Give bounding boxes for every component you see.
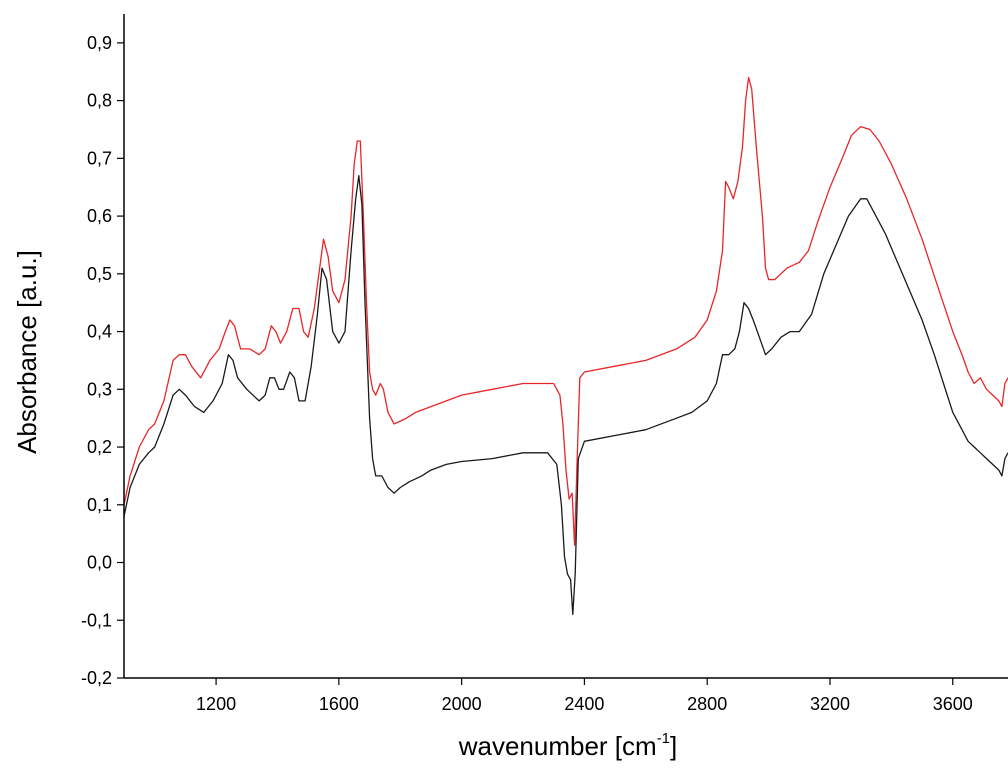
y-tick-label: -0,2 [81, 668, 112, 688]
x-tick-label: 3600 [933, 694, 973, 714]
y-tick-label: 0,8 [87, 91, 112, 111]
y-tick-label: 0,4 [87, 322, 112, 342]
y-tick-label: 0,7 [87, 148, 112, 168]
y-tick-label: 0,5 [87, 264, 112, 284]
y-tick-label: 0,1 [87, 495, 112, 515]
series-line-1 [123, 76, 1008, 546]
y-tick-label: 0,6 [87, 206, 112, 226]
x-ticks: 1200 1600 2000 2400 2800 3200 3600 [196, 678, 973, 714]
x-tick-label: 2000 [442, 694, 482, 714]
y-ticks: -0,2 -0,1 0,0 0,1 0,2 0,3 0,4 0,5 0,6 0,7 0,8 0,9 [81, 33, 124, 688]
x-axis-title-main: wavenumber [cm [458, 731, 657, 761]
x-tick-label: 2800 [687, 694, 727, 714]
y-tick-label: 0,9 [87, 33, 112, 53]
x-tick-label: 1200 [196, 694, 236, 714]
x-axis-title-superscript: -1 [657, 730, 670, 747]
x-tick-label: 2400 [564, 694, 604, 714]
y-tick-label: 0,3 [87, 379, 112, 399]
x-axis-title-suffix: ] [670, 731, 677, 761]
plot-area [123, 76, 1008, 616]
y-tick-label: -0,1 [81, 610, 112, 630]
y-tick-label: 0,2 [87, 437, 112, 457]
series-line-2 [123, 175, 1008, 616]
y-tick-label: 0,0 [87, 553, 112, 573]
x-tick-label: 3200 [810, 694, 850, 714]
y-axis-title: Absorbance [a.u.] [12, 250, 42, 454]
x-tick-label: 1600 [319, 694, 359, 714]
x-axis-title: wavenumber [cm-1] [458, 730, 678, 761]
